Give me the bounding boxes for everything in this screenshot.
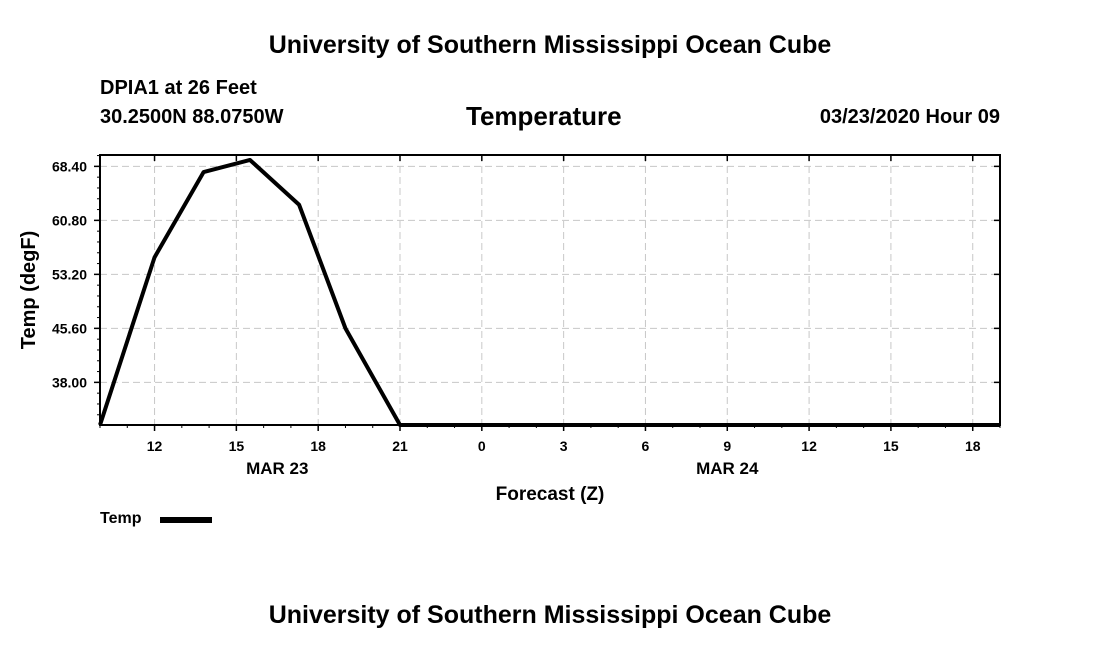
x-tick-label: 15 — [229, 438, 245, 454]
x-tick-label: 0 — [478, 438, 486, 454]
legend-label-temp: Temp — [100, 510, 142, 527]
x-axis-title: Forecast (Z) — [496, 484, 605, 505]
x-tick-label: 18 — [310, 438, 326, 454]
station-label: DPIA1 at 26 Feet — [100, 77, 257, 99]
chart-title: Temperature — [466, 101, 622, 131]
x-tick-label: 12 — [801, 438, 817, 454]
page-title: University of Southern Mississippi Ocean… — [268, 31, 832, 59]
x-tick-label: 15 — [883, 438, 899, 454]
date-label: MAR 24 — [696, 459, 759, 478]
x-tick-label: 12 — [147, 438, 163, 454]
y-tick-label: 38.00 — [52, 374, 87, 390]
y-axis-title: Temp (degF) — [18, 231, 40, 350]
series-line-temp — [98, 157, 1000, 427]
y-tick-label: 68.40 — [52, 158, 87, 174]
plot-frame — [99, 154, 1001, 426]
x-tick-label: 18 — [965, 438, 981, 454]
x-tick-label: 21 — [392, 438, 408, 454]
x-tick-label: 3 — [560, 438, 568, 454]
y-tick-label: 60.80 — [52, 212, 87, 228]
grid-lines — [100, 155, 1000, 425]
location-label: 30.2500N 88.0750W — [100, 106, 284, 128]
timestamp-label: 03/23/2020 Hour 09 — [819, 106, 1000, 128]
footer-title: University of Southern Mississippi Ocean… — [268, 601, 832, 629]
axis-ticks — [94, 155, 1001, 431]
y-tick-label: 53.20 — [52, 266, 87, 282]
date-label: MAR 23 — [246, 459, 308, 478]
y-tick-label: 45.60 — [52, 320, 87, 336]
x-tick-label: 6 — [642, 438, 650, 454]
x-tick-label: 9 — [723, 438, 731, 454]
